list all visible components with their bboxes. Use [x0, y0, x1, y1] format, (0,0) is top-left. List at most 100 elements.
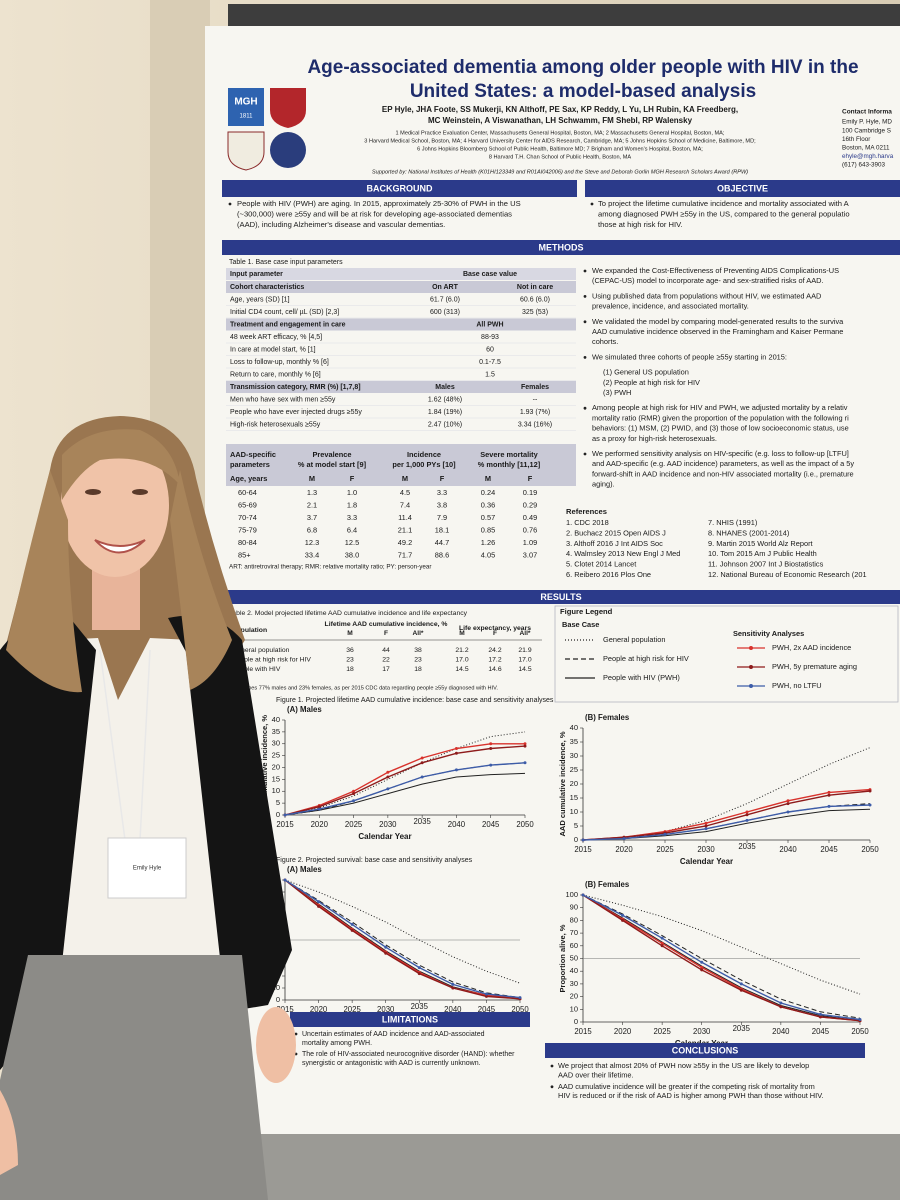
- y-tick-label: 0: [574, 835, 578, 844]
- reference: 3. Althoff 2016 J Int AIDS Soc: [566, 539, 663, 548]
- conclusions-text: HIV is reduced or if the risk of AAD is …: [558, 1091, 824, 1100]
- table-cell: 325 (53): [522, 309, 548, 316]
- table-cell: 1.0: [347, 488, 357, 497]
- table-cell: 1.84 (19%): [428, 409, 462, 416]
- x-tick-label: 2040: [448, 820, 466, 829]
- limitations-text: The role of HIV-associated neurocognitiv…: [302, 1051, 515, 1058]
- methods-text: prevalence, incidence, and associated mo…: [592, 302, 749, 311]
- x-tick-label: 2045: [482, 820, 500, 829]
- table-cell: 33.4: [305, 550, 319, 559]
- reference: 7. NHIS (1991): [708, 518, 757, 527]
- limitations-text: synergistic or antagonistic with AAD is …: [302, 1060, 481, 1067]
- legend-label: PWH, 2x AAD incidence: [772, 643, 851, 652]
- series-point: [827, 804, 831, 808]
- legend-subtitle: Base Case: [562, 620, 599, 629]
- x-tick-label: 2025: [343, 1005, 361, 1014]
- series-point: [454, 747, 458, 750]
- objective-text: To project the lifetime cumulative incid…: [598, 199, 850, 208]
- methods-text: Among people at high risk for HIV and PW…: [592, 403, 848, 412]
- x-tick-label: 2025: [653, 1027, 671, 1036]
- methods-text: cohorts.: [592, 337, 618, 346]
- table-cell: 18: [414, 666, 422, 673]
- series-line: [582, 747, 871, 841]
- x-tick-label: 2050: [511, 1005, 529, 1014]
- series-point: [451, 982, 455, 986]
- figure-caption: Figure 1. Projected lifetime AAD cumulat…: [276, 697, 554, 704]
- table-cell: 12.3: [305, 538, 319, 547]
- y-tick-label: 15: [570, 793, 578, 802]
- table-header-cell: Population: [232, 627, 267, 634]
- series-point: [786, 802, 790, 806]
- y-tick-label: 40: [272, 715, 280, 724]
- y-tick-label: 35: [570, 737, 578, 746]
- methods-text: behaviors: (1) MSM, (2) PWID, and (3) th…: [592, 424, 849, 433]
- table-section-cell: Not in care: [517, 284, 553, 291]
- conclusions-text: AAD over their lifetime.: [558, 1070, 634, 1079]
- bullet: [583, 320, 587, 324]
- contact: ehyle@mgh.harva: [842, 153, 894, 160]
- table-section-cell: All PWH: [476, 321, 503, 328]
- panel-title: (B) Females: [585, 880, 630, 889]
- table-header-cell: F: [493, 630, 497, 637]
- series-point: [451, 986, 455, 990]
- y-tick-label: 25: [272, 751, 280, 760]
- legend-label: People with HIV (PWH): [603, 673, 680, 682]
- table-cell: 61.7 (6.0): [430, 296, 460, 303]
- table-header-cell: All*: [520, 630, 531, 637]
- bullet: [583, 295, 587, 298]
- figure-caption: Figure 2. Projected survival: base case …: [276, 857, 473, 864]
- eye: [132, 489, 148, 495]
- series-point: [704, 827, 708, 831]
- table-cell: In care at model start, % [1]: [230, 346, 316, 353]
- x-tick-label: 2040: [772, 1027, 790, 1036]
- jacket-left: [0, 617, 96, 1070]
- bullet: [583, 452, 587, 456]
- series-point: [660, 941, 664, 945]
- contact: Boston, MA 0211: [842, 144, 890, 151]
- table-cell: 0.29: [523, 500, 537, 509]
- series-line: [284, 743, 525, 816]
- reference: 2. Buchacz 2015 Open AIDS J: [566, 528, 666, 537]
- y-tick-label: 50: [570, 953, 578, 962]
- x-tick-label: 2035: [738, 842, 756, 851]
- table-cell: 3.3: [347, 513, 357, 522]
- logo-text: MGH: [234, 97, 257, 108]
- series-point: [386, 770, 390, 774]
- methods-text: as a proxy for high-risk heterosexuals.: [592, 434, 717, 443]
- legend-subtitle: Sensitivity Analyses: [733, 629, 804, 638]
- y-tick-label: 60: [570, 941, 578, 950]
- series-line: [284, 772, 526, 816]
- badge-name: Emily Hyle: [133, 866, 162, 872]
- logo: [228, 88, 264, 126]
- y-axis-label: AAD cumulative incidence, %: [260, 715, 269, 820]
- x-tick-label: 2025: [656, 845, 674, 854]
- table-header-cell: % monthly [11,12]: [478, 460, 541, 469]
- table-header-cell: Lifetime AAD cumulative incidence, %: [325, 621, 448, 628]
- table-header-cell: F: [440, 474, 445, 483]
- poster-title: United States: a model-based analysis: [410, 81, 756, 102]
- table-cell: 80-84: [238, 538, 257, 547]
- name-badge: [107, 837, 187, 899]
- series-point: [523, 744, 527, 748]
- x-tick-label: 2045: [812, 1027, 830, 1036]
- table-header-cell: F: [384, 630, 388, 637]
- table-cell: People at high risk for HIV: [232, 656, 311, 663]
- table-cell: Return to care, monthly % [6]: [230, 371, 321, 378]
- affiliation: 1 Medical Practice Evaluation Center, Ma…: [396, 130, 725, 136]
- bullet: [583, 269, 587, 273]
- x-tick-label: 2030: [693, 1027, 711, 1036]
- table-section-row: [226, 318, 576, 331]
- bullet: [583, 356, 587, 359]
- contact: Contact Informa: [842, 109, 892, 116]
- table-section-cell: Transmission category, RMR (%) [1,7,8]: [230, 384, 361, 391]
- series-point: [283, 878, 287, 882]
- y-tick-label: 0: [276, 810, 280, 819]
- table-cell: 0.19: [523, 488, 537, 497]
- legend-swatch-dot: [749, 684, 753, 688]
- poster-title: Age-associated dementia among older peop…: [307, 57, 858, 78]
- legend-title: Figure Legend: [560, 607, 613, 616]
- table-cell: People who have ever injected drugs ≥55y: [230, 409, 362, 416]
- series-point: [622, 837, 626, 841]
- legend-swatch-dot: [749, 646, 753, 650]
